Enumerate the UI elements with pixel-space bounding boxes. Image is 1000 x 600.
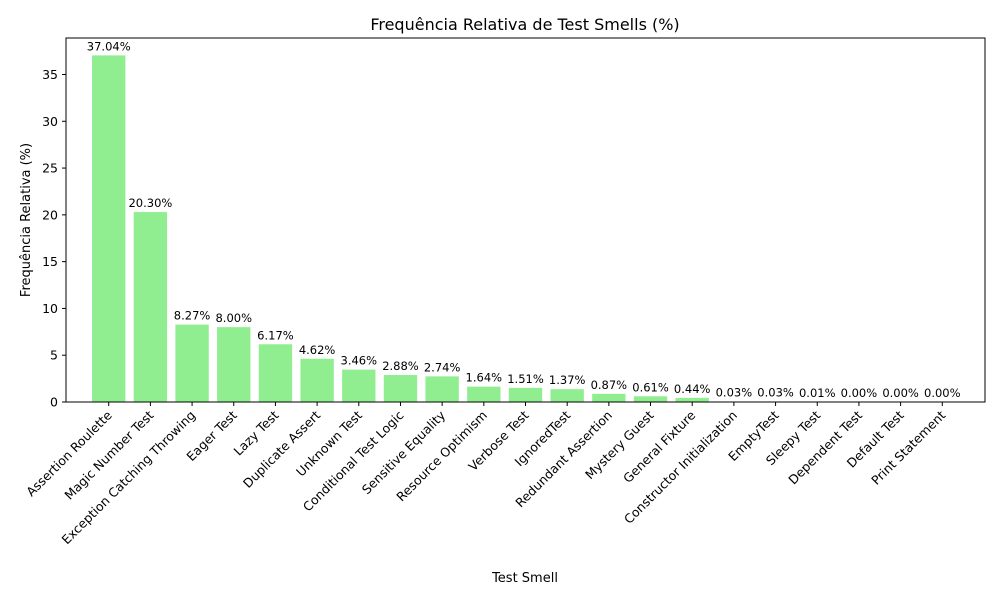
bar-value-label: 0.00% — [882, 386, 919, 400]
bar — [217, 327, 251, 402]
x-tick-label: General Fixture — [620, 407, 699, 486]
y-tick-label: 20 — [42, 207, 58, 222]
bar — [592, 393, 626, 402]
bar-value-label: 4.62% — [299, 343, 336, 357]
bar-value-label: 0.03% — [757, 386, 794, 400]
data-labels-group: 37.04% 20.30% 8.27% 8.00% 6.17% 4.62% 3.46% 2.8… — [87, 39, 961, 400]
bar-value-label: 0.61% — [632, 380, 669, 394]
bar-value-label: 1.64% — [466, 371, 503, 385]
bar — [633, 396, 668, 402]
bar-value-label: 3.46% — [341, 354, 378, 368]
bar-value-label: 6.17% — [257, 328, 294, 342]
bar-value-label: 0.01% — [799, 386, 836, 400]
y-tick-label: 25 — [42, 161, 58, 176]
bars-group — [92, 55, 834, 403]
bar — [550, 389, 584, 402]
bar-value-label: 20.30% — [128, 196, 172, 210]
bar-value-label: 0.03% — [716, 386, 753, 400]
bar — [675, 397, 709, 402]
y-axis: 0 5 10 15 20 25 30 35 — [42, 67, 66, 410]
y-tick-label: 0 — [50, 395, 58, 410]
bar-value-label: 1.51% — [507, 372, 544, 386]
bar-value-label: 37.04% — [87, 39, 131, 53]
bar — [133, 212, 168, 402]
bar-value-label: 0.87% — [591, 378, 628, 392]
bar — [258, 344, 293, 402]
bar — [175, 324, 209, 402]
plot-frame — [65, 37, 986, 403]
bar-value-label: 0.00% — [924, 386, 961, 400]
bar — [342, 369, 376, 402]
x-axis-label: Test Smell — [491, 571, 558, 586]
bar-value-label: 1.37% — [549, 373, 586, 387]
bar — [92, 55, 126, 403]
y-tick-label: 5 — [50, 348, 58, 363]
bar — [508, 387, 543, 402]
y-axis-label: Frequência Relativa (%) — [19, 143, 34, 297]
y-tick-label: 30 — [42, 114, 58, 129]
bar-value-label: 2.74% — [424, 360, 461, 374]
chart-title: Frequência Relativa de Test Smells (%) — [370, 15, 679, 34]
bar — [300, 358, 334, 402]
x-tick-label: Dependent Test — [785, 407, 865, 487]
y-tick-label: 10 — [42, 301, 58, 316]
bar — [467, 386, 501, 402]
y-tick-label: 15 — [42, 254, 58, 269]
bar-value-label: 0.00% — [841, 386, 878, 400]
y-tick-label: 35 — [42, 67, 58, 82]
bar — [425, 376, 459, 402]
bar-value-label: 8.00% — [215, 311, 252, 325]
bar-value-label: 2.88% — [382, 359, 419, 373]
bar-value-label: 8.27% — [174, 309, 211, 323]
bar-value-label: 0.44% — [674, 382, 711, 396]
x-tick-label: Print Statement — [868, 407, 948, 487]
bar — [383, 375, 418, 402]
x-tick-label: Duplicate Assert — [240, 407, 323, 490]
